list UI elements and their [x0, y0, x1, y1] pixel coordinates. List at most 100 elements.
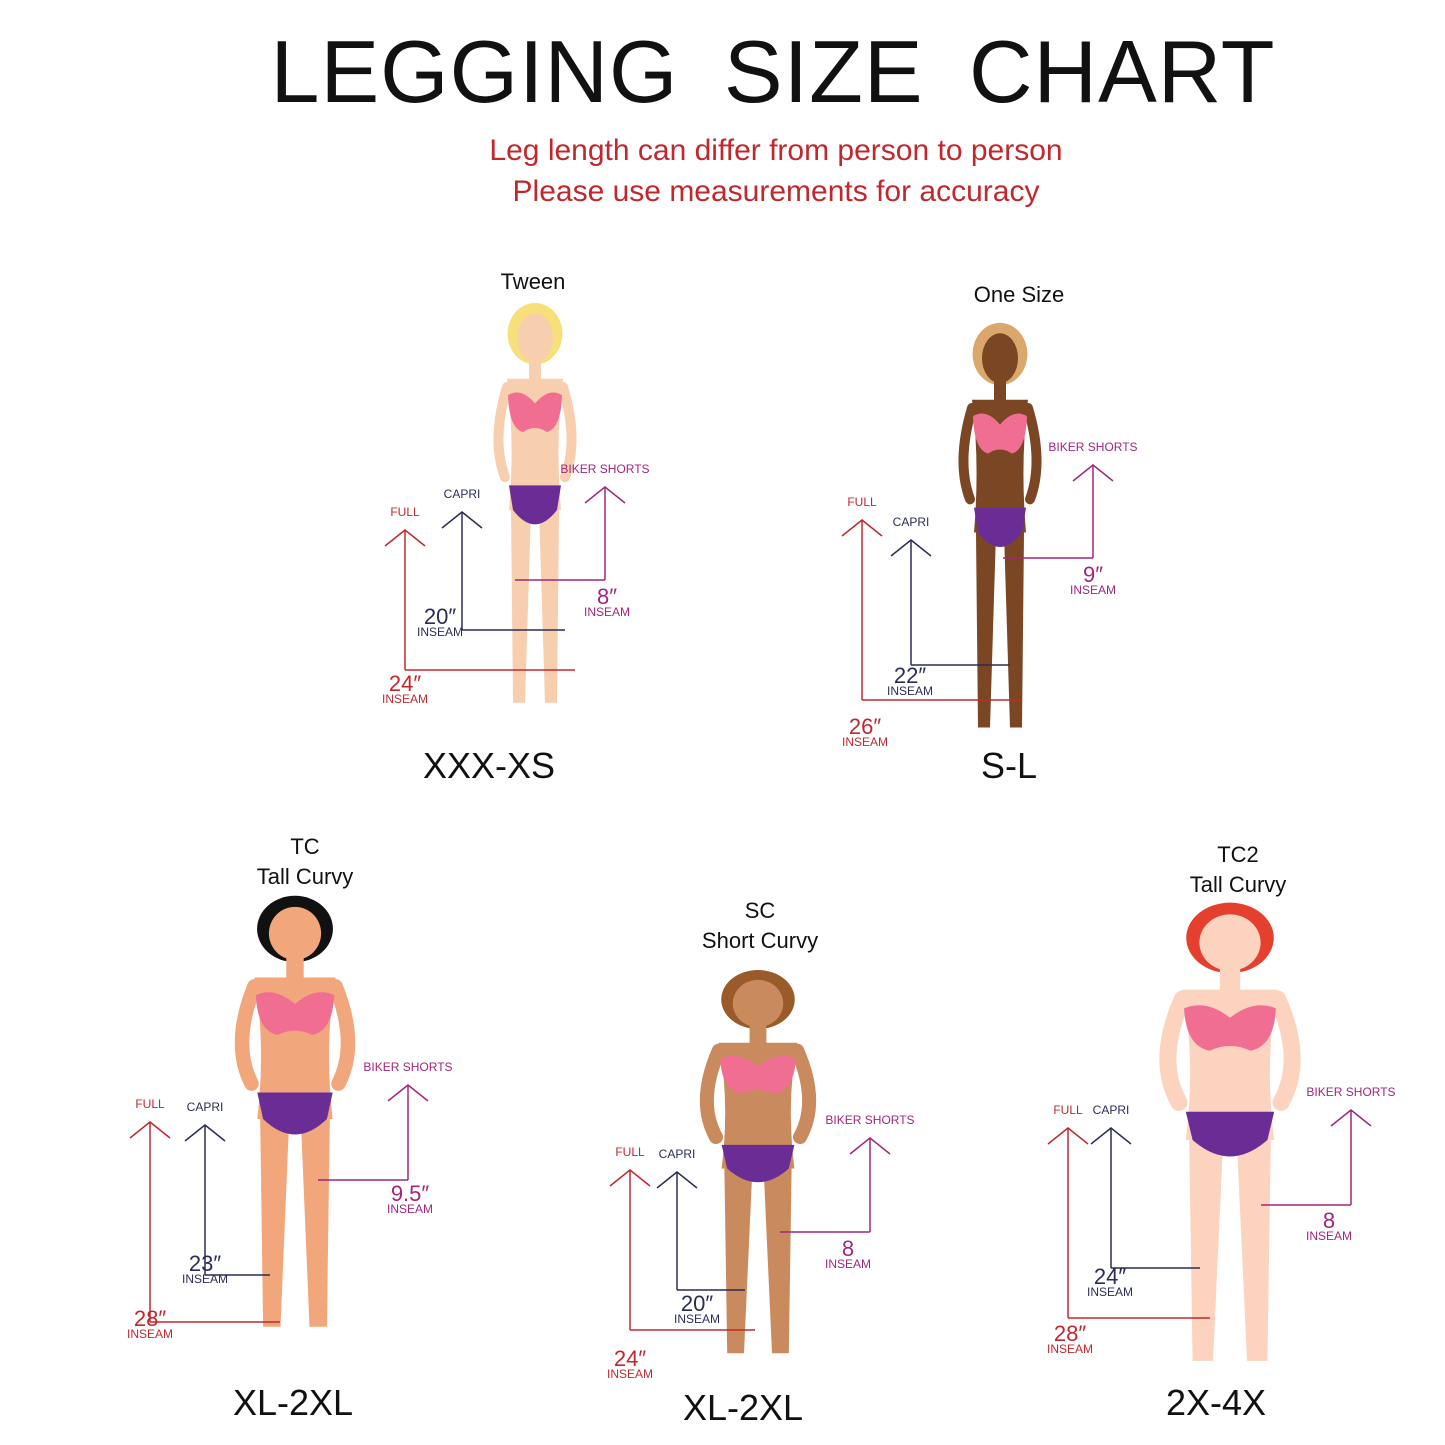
full-arrow: [129, 1121, 280, 1323]
capri-arrow: [890, 539, 1010, 666]
full-arrowhead-icon: [129, 1121, 171, 1139]
head: [982, 333, 1018, 384]
left-arm: [699, 1043, 726, 1145]
panel-label: One Size: [973, 282, 1065, 307]
capri-inseam-value: 20″: [680, 1291, 714, 1316]
full-inseam-value: 26″: [848, 714, 882, 739]
bra: [508, 392, 562, 433]
biker-inseam-value: 9.5″: [390, 1181, 430, 1206]
full-arrow: [841, 519, 1020, 701]
capri-inseam-label: INSEAM: [673, 1312, 721, 1326]
figure-3: [234, 895, 356, 1327]
biker-inseam-label: INSEAM: [583, 605, 631, 619]
capri-label: CAPRI: [1092, 1103, 1130, 1117]
full-arrowhead-icon: [1047, 1127, 1089, 1145]
left-arm: [493, 382, 512, 483]
subtitle-line-2: Please use measurements for accuracy: [512, 175, 1040, 208]
full-inseam-label: INSEAM: [381, 692, 429, 706]
biker-inseam-value: 8: [841, 1236, 855, 1261]
left-leg: [1189, 1140, 1224, 1361]
biker-label: BIKER SHORTS: [825, 1113, 915, 1127]
capri-inseam-label: INSEAM: [886, 684, 934, 698]
biker-arrowhead-icon: [387, 1084, 429, 1102]
full-arrow: [384, 529, 575, 671]
right-arm: [328, 979, 356, 1091]
capri-inseam-value: 23″: [188, 1251, 222, 1276]
size-label: XL-2XL: [682, 1387, 804, 1428]
biker-arrowhead-icon: [849, 1137, 891, 1155]
biker-inseam-label: INSEAM: [1069, 583, 1117, 597]
figure-4: [699, 970, 817, 1354]
biker-arrowhead-icon: [584, 486, 626, 504]
bottoms: [257, 1092, 333, 1135]
size-label: S-L: [980, 745, 1038, 786]
capri-inseam-label: INSEAM: [416, 625, 464, 639]
left-leg: [724, 1168, 753, 1354]
full-arrowhead-icon: [384, 529, 426, 547]
biker-arrow: [515, 486, 626, 581]
left-arm: [1159, 990, 1191, 1111]
right-arm: [1269, 990, 1301, 1111]
capri-arrow: [184, 1124, 270, 1276]
capri-label: CAPRI: [186, 1100, 224, 1114]
biker-arrowhead-icon: [1330, 1109, 1372, 1127]
capri-label: CAPRI: [443, 487, 481, 501]
full-inseam-label: INSEAM: [126, 1327, 174, 1341]
bottoms: [1185, 1111, 1275, 1157]
bra: [973, 413, 1027, 454]
left-arm: [958, 403, 977, 505]
full-inseam-label: INSEAM: [1046, 1342, 1094, 1356]
full-label: FULL: [390, 505, 420, 519]
panel-label: TC2: [1217, 842, 1259, 867]
capri-arrow: [656, 1171, 745, 1291]
capri-label: CAPRI: [658, 1147, 696, 1161]
full-inseam-label: INSEAM: [606, 1367, 654, 1381]
capri-arrowhead-icon: [890, 539, 932, 557]
biker-inseam-value: 8: [1322, 1208, 1336, 1233]
panel-label: Tall Curvy: [256, 864, 354, 889]
panel-label: Short Curvy: [701, 928, 819, 953]
size-label: 2X-4X: [1165, 1382, 1267, 1423]
biker-label: BIKER SHORTS: [1048, 440, 1138, 454]
full-arrow: [1047, 1127, 1210, 1319]
capri-arrow: [1090, 1127, 1200, 1269]
head: [732, 979, 784, 1028]
panel-label: Tall Curvy: [1189, 872, 1287, 897]
capri-arrow: [441, 511, 565, 631]
right-leg: [1236, 1140, 1271, 1361]
capri-inseam-value: 20″: [423, 604, 457, 629]
head: [268, 906, 322, 960]
head: [1199, 914, 1261, 971]
biker-label: BIKER SHORTS: [363, 1060, 453, 1074]
capri-inseam-label: INSEAM: [1086, 1285, 1134, 1299]
size-label: XXX-XS: [422, 745, 556, 786]
head: [517, 313, 553, 363]
size-label: XL-2XL: [232, 1382, 354, 1423]
right-leg: [300, 1119, 330, 1327]
right-leg: [763, 1168, 792, 1354]
capri-arrowhead-icon: [1090, 1127, 1132, 1145]
full-label: FULL: [1053, 1103, 1083, 1117]
capri-arrowhead-icon: [441, 511, 483, 529]
bottoms: [509, 485, 561, 525]
left-leg: [976, 532, 996, 728]
biker-inseam-value: 8″: [596, 584, 618, 609]
biker-arrow: [1261, 1109, 1372, 1206]
full-inseam-label: INSEAM: [841, 735, 889, 749]
full-arrowhead-icon: [841, 519, 883, 537]
capri-inseam-value: 22″: [893, 663, 927, 688]
page-title: LEGGING SIZE CHART: [270, 22, 1276, 121]
capri-inseam-label: INSEAM: [181, 1272, 229, 1286]
bra: [255, 992, 335, 1036]
right-arm: [558, 382, 577, 483]
figure-2: [958, 322, 1042, 728]
full-inseam-value: 28″: [133, 1306, 167, 1331]
full-inseam-value: 28″: [1053, 1321, 1087, 1346]
bra: [720, 1055, 796, 1094]
right-leg: [1004, 532, 1024, 728]
full-label: FULL: [847, 495, 877, 509]
full-label: FULL: [615, 1145, 645, 1159]
biker-inseam-label: INSEAM: [1305, 1229, 1353, 1243]
left-leg: [260, 1119, 290, 1327]
biker-inseam-label: INSEAM: [824, 1257, 872, 1271]
